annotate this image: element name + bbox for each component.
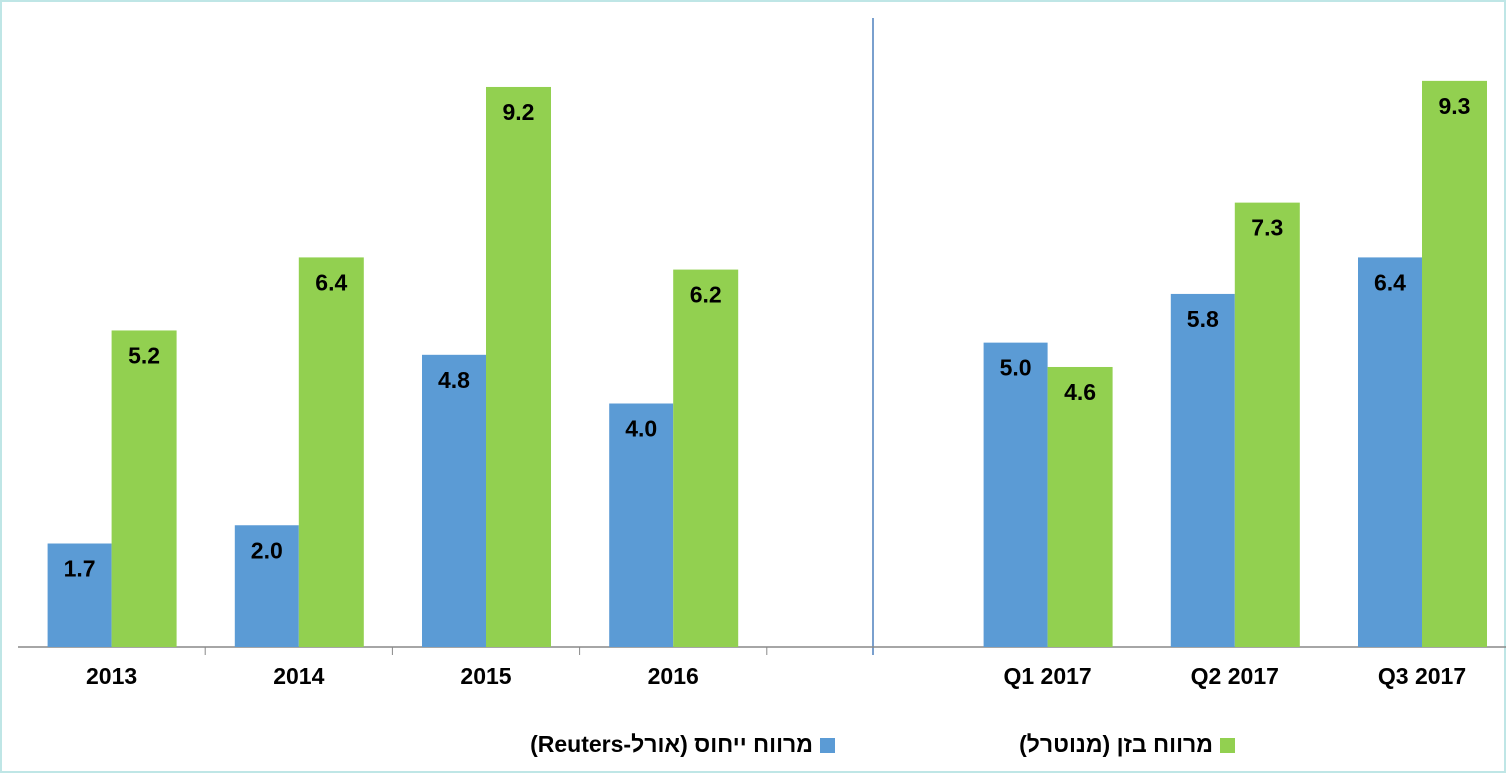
bar xyxy=(47,543,112,647)
x-tick-label: 2014 xyxy=(273,663,324,689)
value-label: 9.2 xyxy=(503,99,535,125)
value-label: 4.0 xyxy=(625,416,657,442)
bar xyxy=(983,342,1048,647)
legend-label: מרווח בזן (מנוטרל) xyxy=(1019,731,1213,757)
bar xyxy=(1234,202,1300,648)
bar xyxy=(422,354,486,647)
value-label: 6.4 xyxy=(1374,269,1406,295)
bar xyxy=(1170,293,1235,647)
bar xyxy=(111,330,177,647)
bar xyxy=(1047,366,1113,647)
value-label: 9.3 xyxy=(1439,93,1471,119)
bar xyxy=(609,403,674,647)
value-label: 1.7 xyxy=(64,556,96,582)
value-label: 2.0 xyxy=(251,537,283,563)
legend-swatch xyxy=(1220,738,1235,753)
x-tick-label: Q3 2017 xyxy=(1378,663,1466,689)
value-label: 6.2 xyxy=(690,282,722,308)
legend-swatch xyxy=(820,738,835,753)
bar xyxy=(298,257,364,647)
x-tick-label: 2015 xyxy=(460,663,511,689)
bar xyxy=(486,86,551,647)
x-tick-label: 2013 xyxy=(86,663,137,689)
value-label: 6.4 xyxy=(315,269,347,295)
value-label: 5.8 xyxy=(1187,306,1219,332)
value-label: 7.3 xyxy=(1251,215,1283,241)
x-tick-label: Q2 2017 xyxy=(1191,663,1279,689)
x-tick-label: Q1 2017 xyxy=(1003,663,1091,689)
legend-label: מרווח ייחוס (אורל-Reuters) xyxy=(530,731,813,757)
bar xyxy=(1358,257,1422,647)
bar xyxy=(234,525,299,647)
bar xyxy=(1422,80,1487,648)
x-tick-label: 2016 xyxy=(648,663,699,689)
value-label: 5.0 xyxy=(1000,355,1032,381)
value-label: 4.6 xyxy=(1064,379,1096,405)
bar xyxy=(673,269,739,647)
value-label: 5.2 xyxy=(128,343,160,369)
value-label: 4.8 xyxy=(438,367,470,393)
